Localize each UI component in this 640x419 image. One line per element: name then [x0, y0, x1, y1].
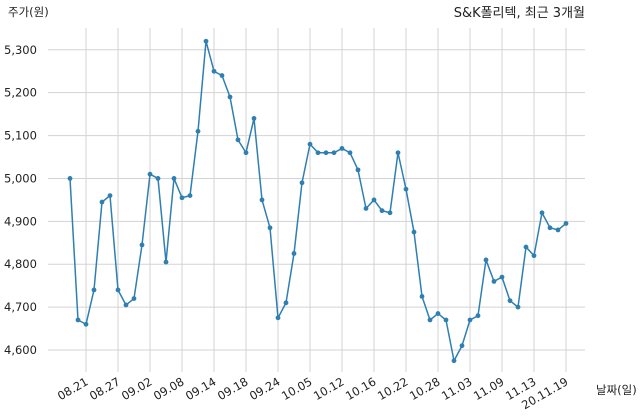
data-point [139, 242, 145, 248]
data-point [299, 180, 305, 186]
y-axis-label: 주가(원) [8, 5, 49, 19]
data-point [371, 197, 377, 203]
data-point [515, 304, 521, 310]
data-point [155, 176, 161, 181]
data-point [251, 116, 257, 121]
x-tick-label: 08.27 [87, 374, 123, 403]
x-tick-label: 09.14 [183, 374, 219, 403]
data-point [187, 193, 193, 199]
data-point [259, 197, 265, 203]
data-point [131, 296, 137, 301]
data-point [203, 38, 209, 44]
data-point [483, 257, 489, 263]
data-point [507, 298, 513, 304]
x-tick-label: 10.12 [311, 374, 347, 403]
data-point [339, 146, 345, 151]
data-point [107, 193, 113, 199]
price-points [67, 38, 569, 364]
data-point [475, 313, 481, 319]
x-tick-label: 11.09 [471, 374, 507, 403]
data-point [379, 208, 385, 214]
data-point [243, 150, 249, 156]
data-point [539, 210, 545, 216]
data-point [163, 259, 169, 265]
x-tick-label: 09.02 [119, 374, 155, 403]
data-point [227, 94, 233, 100]
data-point [67, 176, 73, 181]
data-point [547, 225, 553, 231]
data-point [147, 171, 153, 177]
data-point [75, 317, 81, 323]
data-point [419, 293, 425, 299]
data-point [171, 176, 177, 181]
data-point [491, 278, 497, 284]
data-point [411, 229, 417, 235]
y-axis-ticks: 4,600 4,700 4,800 4,900 5,000 5,100 5,200 5,300 [4, 43, 37, 357]
y-tick-label: 5,100 [4, 129, 37, 143]
data-point [443, 317, 449, 323]
data-point [275, 315, 281, 321]
data-point [91, 287, 97, 293]
data-point [451, 358, 457, 364]
y-tick-label: 5,300 [4, 43, 37, 57]
x-tick-label: 10.22 [375, 374, 411, 403]
data-point [99, 199, 105, 205]
data-point [395, 150, 401, 156]
data-point [427, 317, 433, 323]
data-point [523, 244, 529, 250]
data-point [467, 317, 473, 323]
data-point [555, 227, 561, 233]
data-point [347, 150, 353, 156]
data-point [179, 195, 185, 201]
x-tick-label: 10.28 [407, 374, 443, 403]
data-point [363, 206, 369, 211]
x-tick-label: 11.03 [439, 374, 475, 403]
data-point [315, 150, 321, 156]
data-point [235, 137, 241, 143]
data-point [435, 311, 441, 316]
price-series-line [69, 40, 567, 362]
x-tick-label: 09.18 [215, 374, 251, 403]
x-tick-label: 09.24 [247, 374, 283, 403]
data-point [323, 150, 329, 156]
y-tick-label: 4,900 [4, 214, 37, 228]
data-point [115, 287, 121, 293]
y-tick-label: 4,600 [4, 343, 37, 357]
data-point [195, 128, 201, 134]
data-point [387, 210, 393, 216]
y-tick-label: 4,700 [4, 300, 37, 314]
grid-lines [48, 28, 585, 372]
chart-title: S&K폴리텍, 최근 3개월 [454, 6, 585, 21]
data-point [331, 150, 337, 156]
data-point [563, 221, 569, 226]
x-axis-label: 날짜(일) [596, 383, 637, 397]
data-point [355, 167, 361, 173]
data-point [403, 186, 409, 192]
data-point [499, 274, 505, 280]
x-tick-label: 10.16 [343, 374, 379, 403]
y-tick-label: 4,800 [4, 257, 37, 271]
data-point [531, 253, 537, 259]
x-axis-ticks: 08.2108.2709.0209.0809.1409.1809.2410.05… [55, 374, 571, 412]
data-point [291, 251, 297, 256]
data-point [211, 68, 217, 74]
x-tick-label: 08.21 [55, 374, 91, 403]
data-point [307, 141, 313, 147]
data-point [267, 225, 273, 231]
y-tick-label: 5,200 [4, 86, 37, 100]
x-tick-label: 09.08 [151, 374, 187, 403]
y-tick-label: 5,000 [4, 171, 37, 185]
data-point [459, 343, 465, 349]
data-point [283, 300, 289, 306]
data-point [123, 302, 129, 308]
data-point [219, 73, 225, 78]
x-tick-label: 10.05 [279, 374, 315, 403]
data-point [83, 321, 89, 327]
